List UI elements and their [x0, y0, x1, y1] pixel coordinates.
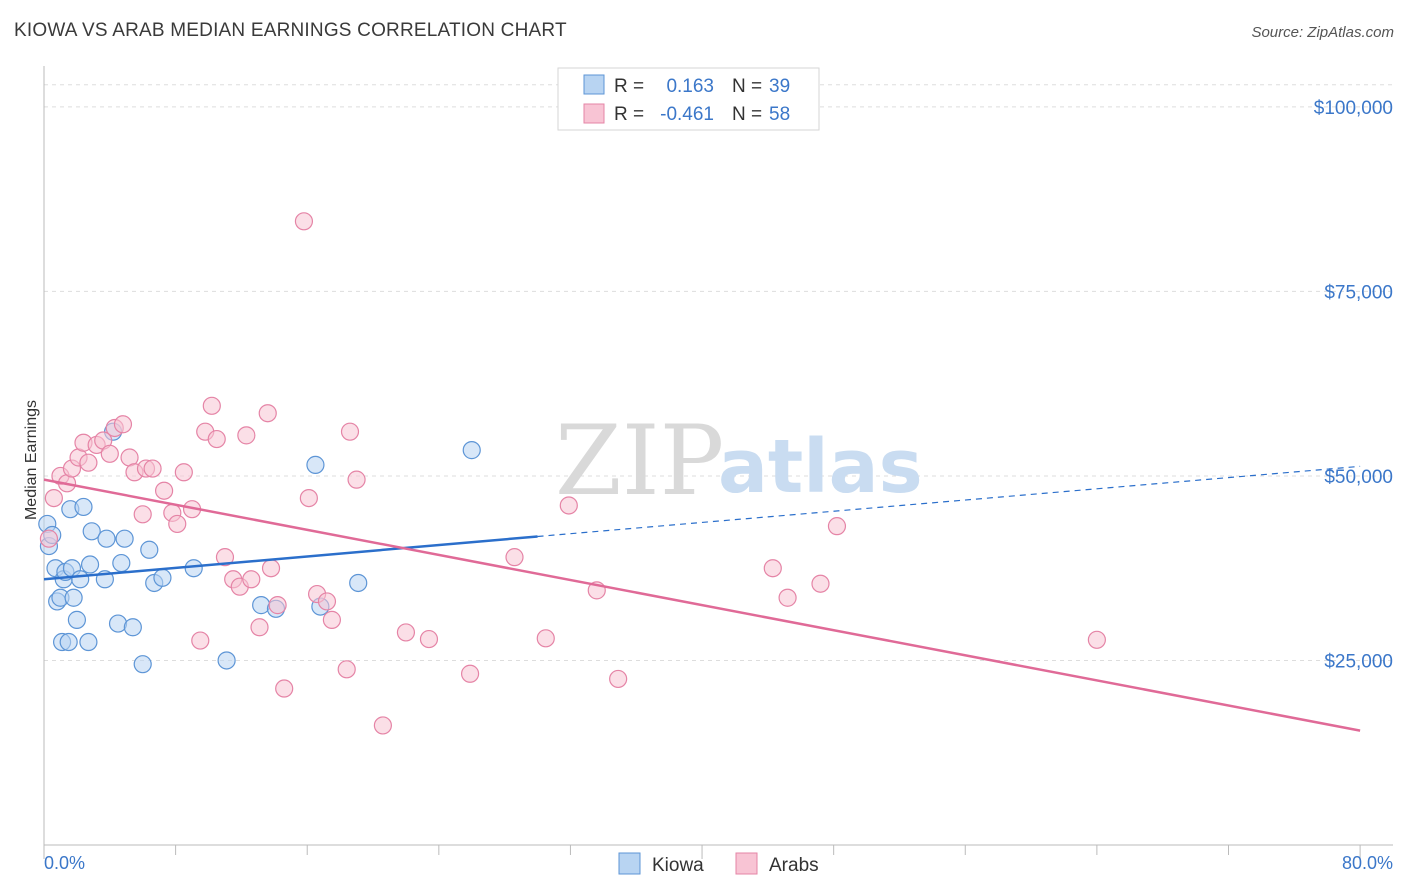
data-point [59, 632, 78, 652]
data-point [39, 529, 59, 548]
data-point [294, 212, 314, 231]
data-point [140, 540, 159, 559]
data-point [322, 610, 341, 629]
data-point [609, 669, 628, 689]
data-point [154, 481, 174, 500]
axes [43, 66, 1393, 859]
data-point [559, 496, 578, 515]
data-point [299, 488, 318, 508]
data-point [108, 614, 128, 633]
kiowa-swatch [583, 74, 605, 95]
x-tick-max: 80.0% [1342, 853, 1393, 873]
data-point [419, 629, 439, 649]
trend-lines [43, 465, 1361, 732]
arabs-n-value: 58 [769, 104, 790, 125]
data-point [505, 548, 524, 567]
data-point [215, 548, 235, 567]
data-point [252, 596, 271, 615]
data-point [763, 559, 782, 578]
data-point [153, 568, 172, 587]
data-point [462, 441, 481, 460]
data-point [373, 716, 392, 735]
stats-box: R = 0.163 N = 39 R = -0.461 N = 58 [557, 67, 820, 131]
data-point [133, 655, 152, 674]
data-point [536, 629, 555, 648]
data-point [74, 497, 93, 517]
data-point [80, 555, 100, 574]
legend-kiowa-swatch [618, 852, 641, 875]
data-point [317, 592, 337, 611]
data-point [250, 618, 269, 637]
data-point [143, 459, 162, 478]
data-point [97, 529, 116, 548]
data-point [82, 522, 101, 541]
data-point [79, 453, 98, 472]
y-tick-label: $100,000 [1314, 98, 1393, 119]
legend-kiowa-label: Kiowa [652, 855, 704, 876]
data-point [396, 623, 416, 642]
arabs-r-value: -0.461 [660, 104, 714, 125]
data-point [237, 426, 256, 445]
watermark: ZIP atlas [555, 405, 923, 517]
data-point [275, 679, 294, 698]
data-point [306, 455, 325, 474]
data-point [337, 660, 356, 679]
watermark-zip: ZIP [555, 405, 724, 517]
data-point [811, 574, 830, 593]
data-point [349, 573, 368, 593]
data-point [347, 470, 366, 489]
data-point [115, 529, 134, 548]
data-point [67, 610, 87, 629]
kiowa-n-value: 39 [769, 76, 790, 97]
data-point [44, 488, 63, 508]
data-point [207, 429, 226, 449]
kiowa-trend-line [43, 535, 538, 581]
arabs-r-label: R = [614, 104, 644, 125]
data-point [202, 396, 221, 415]
y-tick-label: $25,000 [1324, 651, 1393, 672]
data-point [258, 404, 277, 423]
data-point [1087, 630, 1106, 649]
data-point [184, 559, 203, 578]
kiowa-r-label: R = [614, 76, 644, 97]
data-point [261, 559, 281, 578]
watermark-atlas: atlas [718, 424, 923, 510]
kiowa-trend-extension [537, 465, 1361, 538]
data-point [79, 632, 98, 652]
data-point [112, 553, 131, 573]
data-point [340, 422, 360, 441]
data-point [268, 596, 287, 615]
data-point [242, 570, 261, 589]
legend-arabs-swatch [735, 852, 758, 875]
y-axis-label: Median Earnings [23, 400, 40, 520]
arabs-points [39, 212, 1106, 735]
y-tick-label: $50,000 [1324, 467, 1393, 488]
data-point [778, 588, 797, 607]
source-label: Source: ZipAtlas.com [1251, 24, 1394, 41]
data-point [100, 444, 119, 463]
legend: Kiowa Arabs [618, 852, 819, 876]
data-point [460, 664, 480, 683]
data-point [168, 514, 187, 534]
arabs-n-label: N = [732, 104, 762, 125]
data-point [64, 588, 83, 607]
arabs-trend-line [43, 478, 1361, 732]
data-point [191, 631, 210, 650]
y-tick-labels: $25,000 $50,000 $75,000 $100,000 [1314, 98, 1393, 673]
data-point [113, 415, 133, 434]
chart-title: KIOWA VS ARAB MEDIAN EARNINGS CORRELATIO… [14, 20, 567, 41]
data-point [71, 570, 90, 589]
x-tick-min: 0.0% [44, 853, 85, 873]
data-point [123, 618, 142, 637]
legend-arabs-label: Arabs [769, 855, 819, 876]
data-point [827, 517, 847, 536]
data-point [174, 463, 193, 482]
kiowa-n-label: N = [732, 76, 762, 97]
data-point [217, 651, 236, 670]
arabs-swatch [583, 103, 605, 124]
y-tick-label: $75,000 [1324, 282, 1393, 303]
data-point [133, 505, 152, 524]
kiowa-r-value: 0.163 [666, 76, 714, 97]
